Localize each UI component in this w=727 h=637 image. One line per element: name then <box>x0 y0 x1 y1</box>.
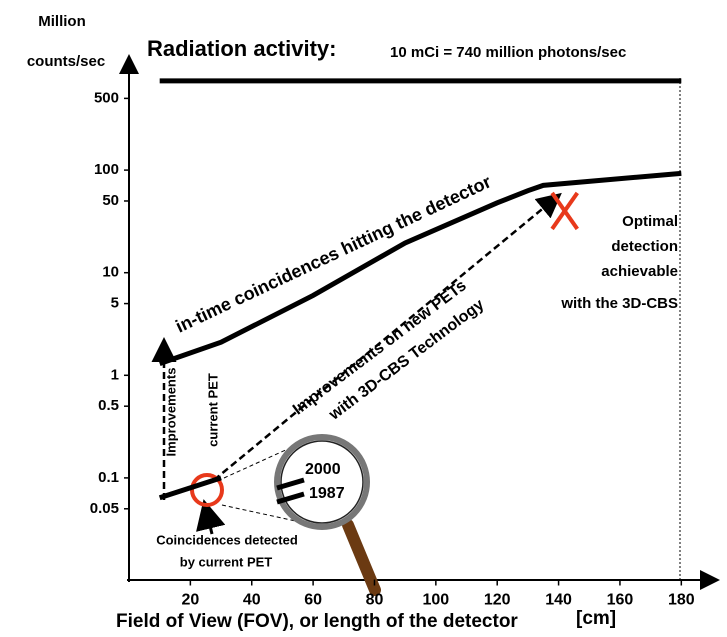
magnifier-lens <box>274 434 370 530</box>
x-tick-label: 140 <box>545 592 572 609</box>
zoom-line <box>223 447 291 479</box>
magnifier-handle <box>342 519 381 596</box>
magnifier-line <box>276 491 305 505</box>
x-tick-label: 60 <box>304 592 322 609</box>
x-label: Field of View (FOV), or length of the de… <box>116 611 518 632</box>
annotation: current PET <box>205 373 220 447</box>
highlight-circle <box>190 473 224 507</box>
x-tick-label: 120 <box>484 592 511 609</box>
y-tick-label: 50 <box>102 192 119 209</box>
marker-label: detection <box>611 238 678 255</box>
optimal-marker <box>550 191 579 231</box>
marker-stroke <box>550 191 579 231</box>
series-label: in-time coincidences hitting the detecto… <box>172 171 494 336</box>
improvement-arrow <box>213 192 562 481</box>
magnifier-label: 2000 <box>305 461 341 478</box>
x-tick-label: 100 <box>422 592 449 609</box>
zoom-line <box>221 504 301 523</box>
magnifier-label: 1987 <box>309 485 345 502</box>
y-tick-label: 0.1 <box>98 469 119 486</box>
y-tick-label: 100 <box>94 161 119 178</box>
x-tick-label: 20 <box>181 592 199 609</box>
y-tick-label: 0.5 <box>98 397 119 414</box>
marker-label: with the 3D-CBS <box>560 295 678 312</box>
y-tick-label: 10 <box>102 264 119 281</box>
x-tick-label: 180 <box>668 592 695 609</box>
y-tick-label: 5 <box>111 295 119 312</box>
y-label: counts/sec <box>27 53 105 70</box>
marker-label: Optimal <box>622 213 678 230</box>
data-line <box>158 475 222 501</box>
chart-subtitle: 10 mCi = 740 million photons/sec <box>390 44 626 61</box>
magnifier-line <box>276 477 305 491</box>
x-unit: [cm] <box>576 608 616 629</box>
annotation: Improvements <box>163 368 178 457</box>
data-line <box>158 170 682 366</box>
chart-title: Radiation activity: <box>147 36 336 61</box>
y-tick-label: 1 <box>111 366 119 383</box>
magnifier-lens <box>280 440 364 524</box>
annotation: Coincidences detected <box>156 532 298 547</box>
marker-label: achievable <box>601 263 678 280</box>
pointer-arrow <box>196 499 226 535</box>
y-tick-label: 0.05 <box>90 500 119 517</box>
annotation: Improvements on new PETs <box>290 277 470 418</box>
y-tick-label: 500 <box>94 89 119 106</box>
x-tick-label: 80 <box>366 592 384 609</box>
annotation: by current PET <box>180 554 273 569</box>
x-tick-label: 160 <box>607 592 634 609</box>
x-tick-label: 40 <box>243 592 261 609</box>
y-label: Million <box>38 13 86 30</box>
